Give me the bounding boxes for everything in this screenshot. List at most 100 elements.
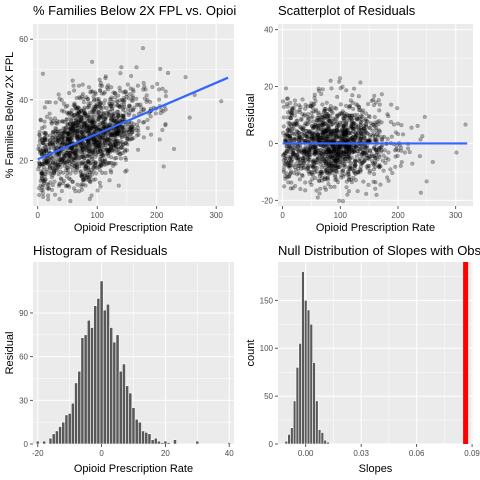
scatter-point	[323, 165, 328, 170]
scatter-point	[125, 136, 130, 141]
scatter-point	[295, 172, 300, 177]
scatter-point	[86, 143, 92, 148]
scatter-point	[289, 180, 294, 185]
scatter-point	[68, 177, 73, 182]
scatter-point	[56, 172, 61, 177]
scatter-point	[334, 120, 340, 125]
scatter-point	[81, 178, 86, 183]
scatter-point	[87, 148, 93, 154]
scatter-point	[361, 131, 366, 137]
scatter-point	[293, 152, 298, 158]
scatter-point	[329, 163, 334, 169]
scatter-point	[333, 136, 338, 141]
scatter-point	[128, 108, 133, 113]
scatter-point	[59, 141, 65, 146]
scatter-point	[141, 107, 147, 112]
scatter-point	[86, 130, 91, 135]
scatter-point	[324, 156, 330, 162]
scatter-point	[53, 131, 58, 136]
scatter-point	[344, 185, 349, 190]
scatter-point	[75, 182, 80, 187]
scatter-point	[311, 168, 317, 173]
histogram-bar	[106, 303, 110, 445]
scatter-point	[85, 138, 90, 144]
scatter-point	[85, 125, 90, 131]
scatter-point	[296, 133, 302, 138]
scatter-point	[129, 120, 134, 125]
panel-1-y-axis-label: % Families Below 2X FPL	[4, 52, 16, 179]
scatter-point	[395, 153, 400, 158]
scatter-point	[330, 164, 335, 169]
scatter-point	[402, 150, 407, 155]
scatter-point	[57, 181, 62, 186]
scatter-point	[61, 170, 66, 175]
scatter-point	[302, 148, 307, 154]
scatter-point	[310, 133, 315, 139]
scatter-point	[187, 115, 192, 120]
scatter-point	[130, 98, 135, 103]
scatter-point	[107, 104, 113, 109]
scatter-point	[74, 96, 79, 101]
scatter-point	[72, 129, 77, 135]
scatter-point	[291, 153, 296, 158]
scatter-point	[60, 119, 65, 124]
scatter-point	[50, 138, 56, 143]
scatter-point	[161, 164, 166, 169]
scatter-point	[345, 172, 350, 177]
panel-2-grid	[278, 24, 473, 206]
scatter-point	[314, 169, 319, 174]
scatter-point	[47, 165, 52, 170]
scatter-point	[328, 155, 333, 160]
scatter-point	[53, 129, 58, 134]
scatter-point	[359, 113, 364, 119]
scatter-point	[50, 173, 55, 178]
scatter-point	[85, 153, 90, 158]
scatter-point	[105, 149, 110, 154]
scatter-point	[40, 140, 46, 145]
scatter-point	[376, 132, 381, 138]
scatter-point	[71, 103, 76, 108]
scatter-point	[375, 149, 380, 154]
scatter-point	[56, 92, 61, 97]
scatter-point	[77, 110, 82, 115]
scatter-point	[97, 139, 102, 145]
scatter-point	[98, 184, 103, 189]
scatter-point	[112, 139, 118, 145]
scatter-point	[68, 132, 73, 137]
scatter-point	[284, 154, 289, 159]
scatter-point	[51, 129, 56, 134]
x-tick-label: 0.06	[409, 449, 425, 458]
scatter-point	[91, 108, 96, 113]
scatter-point	[71, 116, 76, 121]
scatter-point	[97, 140, 102, 145]
scatter-point	[39, 137, 44, 143]
scatter-point	[69, 129, 74, 134]
scatter-point	[113, 91, 118, 96]
scatter-point	[53, 168, 59, 173]
scatter-point	[79, 108, 84, 114]
scatter-point	[315, 127, 320, 132]
scatter-point	[418, 190, 423, 195]
scatter-point	[100, 133, 105, 138]
scatter-point	[311, 164, 316, 169]
scatter-point	[352, 126, 357, 131]
scatter-point	[45, 193, 51, 198]
scatter-point	[115, 138, 120, 143]
scatter-point	[88, 100, 93, 106]
scatter-point	[326, 148, 331, 153]
scatter-point	[97, 143, 102, 148]
scatter-point	[292, 136, 297, 141]
scatter-point	[98, 105, 103, 110]
scatter-point	[94, 152, 99, 157]
scatter-point	[52, 116, 58, 121]
scatter-point	[38, 136, 43, 141]
scatter-point	[140, 46, 146, 51]
scatter-point	[348, 148, 353, 153]
scatter-point	[286, 128, 291, 133]
scatter-point	[56, 135, 61, 140]
scatter-point	[74, 162, 80, 168]
scatter-point	[343, 103, 349, 108]
scatter-point	[130, 108, 136, 113]
scatter-point	[303, 147, 308, 152]
scatter-point	[77, 118, 82, 123]
